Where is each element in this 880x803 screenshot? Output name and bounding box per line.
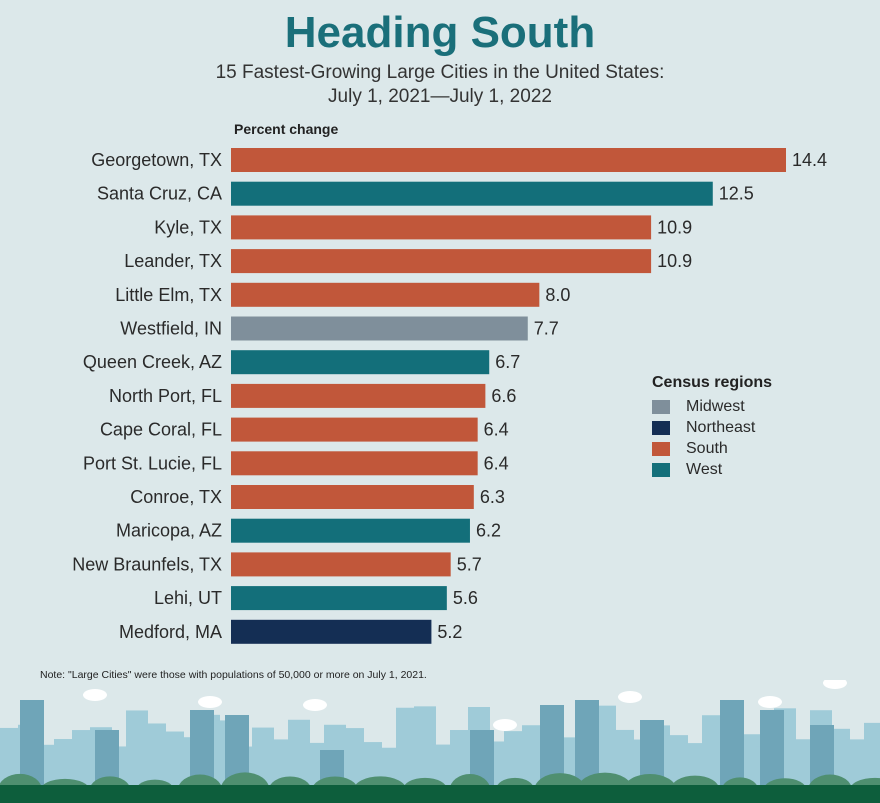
data-label: 6.4 [484, 420, 509, 440]
bar [231, 148, 786, 172]
data-label: 12.5 [719, 184, 754, 204]
bar [231, 552, 451, 577]
data-label: 6.4 [484, 453, 509, 473]
bar [231, 586, 447, 611]
legend-item: South [652, 438, 772, 459]
category-label: Port St. Lucie, FL [83, 453, 222, 473]
legend-item: West [652, 459, 772, 480]
legend-swatch [652, 462, 670, 477]
data-label: 10.9 [657, 251, 692, 271]
chart-subtitle-line1: 15 Fastest-Growing Large Cities in the U… [215, 62, 665, 83]
data-label: 6.6 [491, 386, 516, 406]
data-label: 6.2 [476, 521, 501, 541]
legend-swatch [652, 399, 670, 414]
data-label: 10.9 [657, 217, 692, 237]
bar-chart: Georgetown, TX 14.4 Santa Cruz, CA 12.5 Kyle… [72, 148, 827, 644]
axis-label: Percent change [234, 121, 339, 137]
bar [231, 417, 478, 442]
bar [231, 249, 652, 274]
category-label: Medford, MA [119, 622, 222, 642]
bar [231, 518, 470, 543]
legend-label: West [686, 460, 723, 478]
bar [231, 485, 474, 509]
category-label: North Port, FL [109, 386, 222, 406]
city-skyline-illustration [0, 680, 880, 803]
category-label: Queen Creek, AZ [83, 352, 222, 372]
category-label: Maricopa, AZ [116, 521, 222, 541]
bar [231, 282, 540, 307]
data-label: 7.7 [534, 319, 559, 339]
category-label: Conroe, TX [130, 487, 222, 507]
category-label: Little Elm, TX [115, 285, 222, 305]
bar [231, 181, 713, 206]
category-label: Cape Coral, FL [100, 420, 222, 440]
chart-title: Heading South [284, 8, 596, 57]
chart-subtitle-line2: July 1, 2021—July 1, 2022 [328, 86, 552, 107]
legend-title: Census regions [652, 374, 773, 391]
data-label: 5.7 [457, 554, 482, 574]
category-label: Westfield, IN [120, 319, 222, 339]
category-label: Santa Cruz, CA [97, 184, 222, 204]
data-label: 14.4 [792, 150, 827, 170]
bar [231, 215, 652, 240]
bar [231, 383, 486, 408]
legend-label: Northeast [686, 418, 756, 436]
data-label: 6.7 [495, 352, 520, 372]
data-label: 5.6 [453, 588, 478, 608]
bar [231, 619, 432, 644]
legend-label: South [686, 439, 728, 457]
legend-swatch [652, 420, 670, 435]
legend-swatch [652, 441, 670, 456]
bar [231, 350, 490, 375]
legend-item: Northeast [652, 417, 772, 438]
data-label: 5.2 [437, 622, 462, 642]
category-label: Kyle, TX [154, 217, 222, 237]
data-label: 6.3 [480, 487, 505, 507]
legend-label: Midwest [686, 397, 745, 415]
data-label: 8.0 [545, 285, 570, 305]
category-label: Georgetown, TX [91, 150, 222, 170]
category-label: Lehi, UT [154, 588, 222, 608]
category-label: Leander, TX [124, 251, 222, 271]
legend: Census regions Midwest Northeast South West [652, 374, 772, 480]
legend-item: Midwest [652, 396, 772, 417]
category-label: New Braunfels, TX [72, 554, 222, 574]
footnote: Note: "Large Cities" were those with pop… [40, 669, 427, 681]
bar [231, 316, 528, 341]
bar [231, 451, 478, 476]
